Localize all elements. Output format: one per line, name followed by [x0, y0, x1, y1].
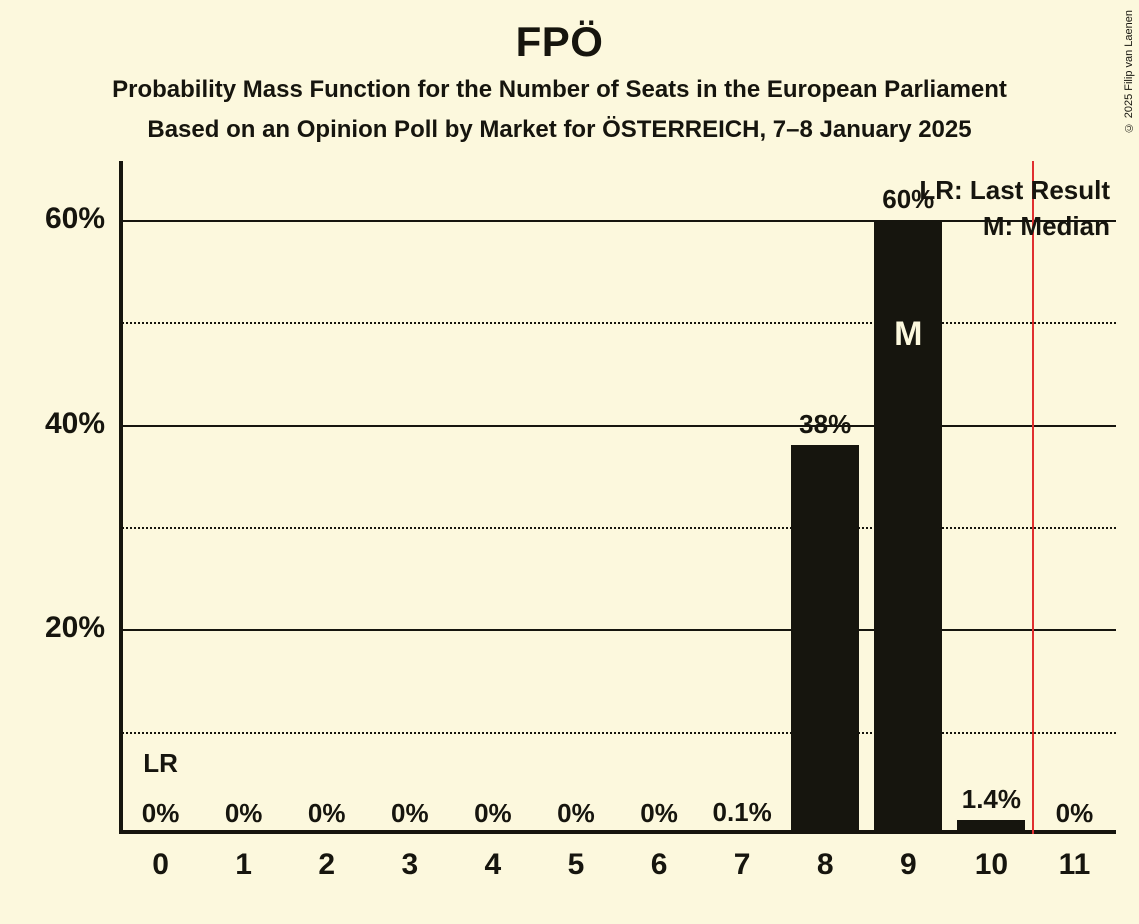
- legend-lr: LR: Last Result: [919, 175, 1110, 206]
- gridline-major: [119, 629, 1116, 631]
- bar: [708, 833, 776, 834]
- bar: [874, 220, 942, 834]
- gridline-major: [119, 425, 1116, 427]
- bar-value-label: 0%: [474, 798, 512, 829]
- chart-subtitle-1: Probability Mass Function for the Number…: [0, 76, 1119, 104]
- legend-median: M: Median: [983, 211, 1110, 242]
- chart-title: FPÖ: [0, 18, 1119, 66]
- copyright-notice: © 2025 Filip van Laenen: [1123, 10, 1135, 133]
- x-tick-label: 8: [817, 848, 834, 882]
- bar-value-label: 0%: [308, 798, 346, 829]
- x-tick-label: 9: [900, 848, 917, 882]
- bar-value-label: 0%: [640, 798, 678, 829]
- gridline-minor: [119, 527, 1116, 529]
- x-tick-label: 1: [235, 848, 252, 882]
- bar-value-label: 0.1%: [712, 797, 771, 828]
- y-tick-label: 20%: [15, 611, 105, 645]
- x-tick-label: 7: [734, 848, 751, 882]
- bar-value-label: 38%: [799, 409, 851, 440]
- y-axis: [119, 161, 123, 834]
- plot-area: 0%00%10%20%30%40%50%60.1%738%860%91.4%10…: [119, 169, 1116, 834]
- chart-container: FPÖ Probability Mass Function for the Nu…: [0, 0, 1139, 924]
- x-tick-label: 11: [1059, 848, 1091, 882]
- bar-value-label: 0%: [225, 798, 263, 829]
- bar-value-label: 1.4%: [962, 784, 1021, 815]
- gridline-major: [119, 220, 1116, 222]
- bar-value-label: 0%: [391, 798, 429, 829]
- x-tick-label: 6: [651, 848, 668, 882]
- gridline-minor: [119, 322, 1116, 324]
- lr-marker: LR: [143, 748, 178, 779]
- x-tick-label: 2: [318, 848, 335, 882]
- x-tick-label: 4: [485, 848, 502, 882]
- y-tick-label: 60%: [15, 202, 105, 236]
- lr-reference-line: [1032, 161, 1034, 834]
- bar-value-label: 0%: [557, 798, 595, 829]
- bar: [957, 820, 1025, 834]
- bar-value-label: 0%: [142, 798, 180, 829]
- x-tick-label: 5: [568, 848, 585, 882]
- bar-value-label: 0%: [1056, 798, 1094, 829]
- x-tick-label: 10: [975, 848, 1008, 882]
- x-tick-label: 0: [152, 848, 169, 882]
- gridline-minor: [119, 732, 1116, 734]
- median-marker: M: [894, 315, 922, 354]
- y-tick-label: 40%: [15, 407, 105, 441]
- chart-subtitle-2: Based on an Opinion Poll by Market for Ö…: [0, 116, 1119, 144]
- x-tick-label: 3: [401, 848, 418, 882]
- bar: [791, 445, 859, 834]
